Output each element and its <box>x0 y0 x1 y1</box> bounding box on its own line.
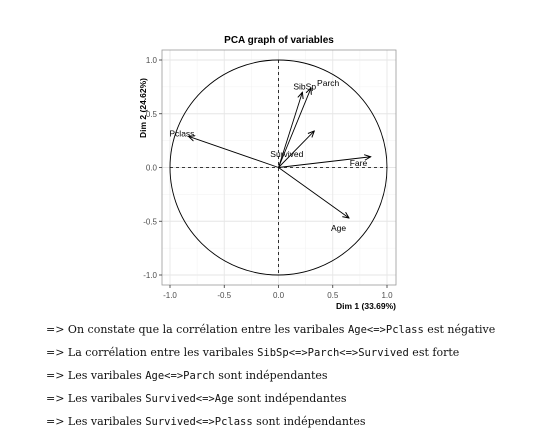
x-axis-label: Dim 1 (33.69%) <box>336 301 396 311</box>
x-tick-label: 0.5 <box>327 291 339 300</box>
note-text: => La corrélation entre les varibales <box>46 346 258 359</box>
label-parch: Parch <box>317 78 339 88</box>
x-tick-label: 1.0 <box>381 291 393 300</box>
y-tick-label: 0.0 <box>146 164 158 173</box>
note-text: => Les varibales <box>46 392 146 405</box>
y-tick-label: 1.0 <box>146 56 158 65</box>
arrow-age <box>278 167 350 219</box>
note-text: est négative <box>423 323 496 336</box>
chart-title: PCA graph of variables <box>224 35 334 46</box>
y-tick-label: 0.5 <box>146 110 158 119</box>
y-tick-label: -0.5 <box>143 217 157 226</box>
note-text: sont indépendantes <box>233 392 347 405</box>
label-pclass: Pclass <box>169 128 194 138</box>
note-variable-code: SibSp<=>Parch<=>Survived <box>257 347 409 359</box>
y-axis-label: Dim 2 (24.62%) <box>138 78 148 138</box>
arrow-sibsp <box>278 92 303 168</box>
interpretation-notes: => On constate que la corrélation entre … <box>46 322 495 437</box>
note-line: => Les varibales Survived<=>Pclass sont … <box>46 414 495 437</box>
note-text: => Les varibales <box>46 369 146 382</box>
note-text: est forte <box>408 346 460 359</box>
note-variable-code: Age<=>Pclass <box>347 324 424 336</box>
note-line: => Les varibales Survived<=>Age sont ind… <box>46 391 495 414</box>
label-fare: Fare <box>350 158 368 168</box>
x-tick-label: -0.5 <box>217 291 231 300</box>
note-line: => Les varibales Age<=>Parch sont indépe… <box>46 368 495 391</box>
pca-chart: PCA graph of variables Dim 2 (24.62%) Di… <box>138 35 397 311</box>
y-tick-label: -1.0 <box>143 271 157 280</box>
unit-circle <box>169 59 388 276</box>
plot-area: -1.0 -0.5 0.0 0.5 1.0-1.0-0.50.00.51.0ParchS… <box>143 49 397 300</box>
arrow-pclass <box>188 136 279 168</box>
label-age: Age <box>331 223 346 233</box>
note-line: => La corrélation entre les varibales Si… <box>46 345 495 368</box>
note-text: => On constate que la corrélation entre … <box>46 323 348 336</box>
note-text: sont indépendantes <box>252 415 366 428</box>
note-variable-code: Age<=>Parch <box>145 370 215 382</box>
arrow-survived <box>278 131 315 168</box>
note-text: => Les varibales <box>46 415 146 428</box>
arrow-parch <box>278 88 312 168</box>
label-sibsp: SibSp <box>293 81 316 91</box>
x-tick-label: -1.0 <box>163 291 177 300</box>
note-variable-code: Survived<=>Pclass <box>145 416 253 428</box>
note-line: => On constate que la corrélation entre … <box>46 322 495 345</box>
note-variable-code: Survived<=>Age <box>145 393 234 405</box>
arrow-fare <box>278 157 371 168</box>
note-text: sont indépendantes <box>214 369 328 382</box>
x-tick-label: 0.0 <box>273 291 285 300</box>
label-survived: Survived <box>270 149 303 159</box>
